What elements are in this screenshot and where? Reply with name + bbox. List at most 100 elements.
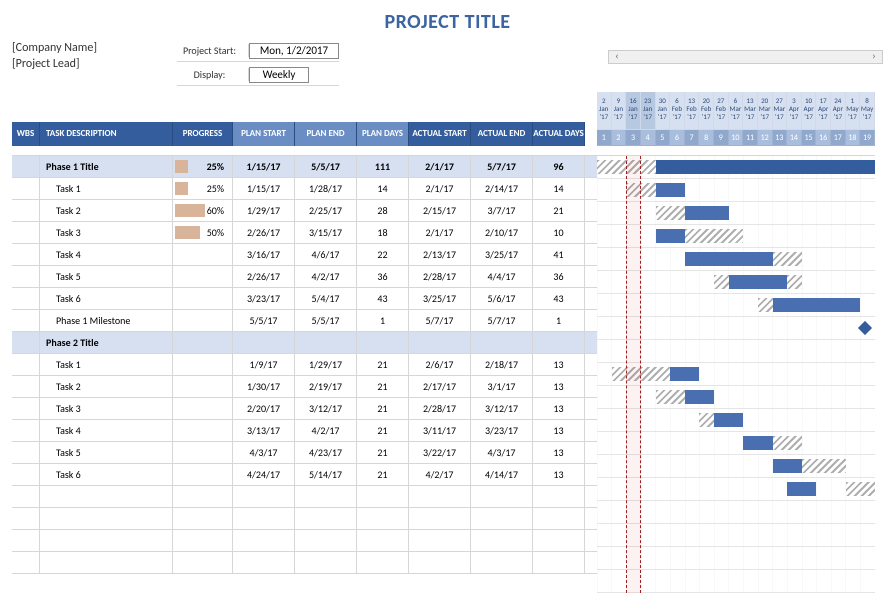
display-select[interactable]: Weekly (249, 67, 309, 83)
date-header-cell: 17Apr'17 (816, 92, 831, 130)
col-actual-days: ACTUAL DAYS (533, 122, 585, 146)
project-start-input[interactable]: Mon, 1/2/2017 (249, 43, 339, 59)
week-header-cell: 14 (787, 130, 802, 146)
gantt-bar[interactable] (656, 160, 875, 174)
col-desc: TASK DESCRIPTION (40, 122, 173, 146)
cell: Task 6 (40, 464, 173, 485)
task-row[interactable]: Task 21/30/172/19/17212/17/173/1/1713 (12, 376, 597, 398)
gantt-plan-hatch (758, 298, 773, 312)
cell (12, 332, 40, 353)
phase-row[interactable]: Phase 2 Title (12, 332, 597, 354)
gantt-bar[interactable] (773, 298, 861, 312)
task-row[interactable]: Task 32/20/173/12/17212/28/173/12/1713 (12, 398, 597, 420)
cell: Task 5 (40, 266, 173, 287)
phase-row[interactable]: Phase 1 Title25%1/15/175/5/171112/1/175/… (12, 156, 597, 178)
top-meta: [Company Name] [Project Lead] Project St… (0, 40, 895, 92)
week-header-cell: 18 (846, 130, 861, 146)
cell: 4/23/17 (295, 442, 357, 463)
blank-row[interactable] (12, 486, 597, 508)
task-row[interactable]: Task 43/16/174/6/17222/13/173/25/1741 (12, 244, 597, 266)
cell: Task 4 (40, 420, 173, 441)
task-row[interactable]: Task 350%2/26/173/15/17182/1/172/10/1710 (12, 222, 597, 244)
task-row[interactable]: Task 54/3/174/23/17213/22/174/3/1713 (12, 442, 597, 464)
cell: Task 2 (40, 200, 173, 221)
cell: 5/14/17 (295, 464, 357, 485)
cell: 21 (357, 442, 409, 463)
col-plan-start: PLAN START (233, 122, 295, 146)
cell: 5/5/17 (295, 156, 357, 177)
gantt-bar[interactable] (685, 206, 729, 220)
gantt-bar[interactable] (773, 459, 802, 473)
date-header-cell: 13Mar'17 (743, 92, 758, 130)
gantt-bar[interactable] (743, 436, 772, 450)
cell: 21 (357, 464, 409, 485)
cell: Task 2 (40, 376, 173, 397)
gantt-bar[interactable] (729, 275, 788, 289)
cell: 3/22/17 (409, 442, 471, 463)
cell: 3/7/17 (471, 200, 533, 221)
cell: 25% (173, 178, 233, 199)
cell (357, 332, 409, 353)
cell: Task 3 (40, 222, 173, 243)
cell: 5/4/17 (295, 288, 357, 309)
gantt-bar[interactable] (714, 413, 743, 427)
blank-row[interactable] (12, 530, 597, 552)
col-plan-days: PLAN DAYS (357, 122, 409, 146)
date-header-cell: 30Jan'17 (656, 92, 671, 130)
cell: 21 (357, 398, 409, 419)
gantt-plan-hatch (773, 436, 802, 450)
col-plan-end: PLAN END (295, 122, 357, 146)
col-wbs: WBS (12, 122, 40, 146)
cell: 1/29/17 (295, 354, 357, 375)
table-header: WBS TASK DESCRIPTION PROGRESS PLAN START… (12, 122, 597, 146)
task-row[interactable]: Task 52/26/174/2/17362/28/174/4/1736 (12, 266, 597, 288)
task-row[interactable]: Task 63/23/175/4/17433/25/175/6/1743 (12, 288, 597, 310)
cell: 36 (533, 266, 585, 287)
gantt-plan-hatch (846, 482, 875, 496)
cell: 4/6/17 (295, 244, 357, 265)
cell: 1 (357, 310, 409, 331)
cell (173, 332, 233, 353)
timeline-scrollbar[interactable]: ‹ › (608, 50, 883, 64)
cell: 2/15/17 (409, 200, 471, 221)
date-header-cell: 20Feb'17 (699, 92, 714, 130)
week-header-cell: 16 (816, 130, 831, 146)
scroll-right-icon[interactable]: › (868, 51, 880, 63)
gantt-bar[interactable] (685, 252, 773, 266)
col-actual-start: ACTUAL START (409, 122, 471, 146)
task-row[interactable]: Task 43/13/174/2/17213/11/173/23/1713 (12, 420, 597, 442)
cell: 13 (533, 464, 585, 485)
cell (12, 222, 40, 243)
gantt-plan-hatch (802, 459, 846, 473)
gantt-bar[interactable] (685, 390, 714, 404)
gantt-bar[interactable] (656, 229, 685, 243)
blank-row[interactable] (12, 552, 597, 574)
gantt-bar[interactable] (787, 482, 816, 496)
date-header-cell: 13Feb'17 (685, 92, 700, 130)
cell: 2/17/17 (409, 376, 471, 397)
gantt-bar[interactable] (670, 367, 699, 381)
cell: 2/28/17 (409, 266, 471, 287)
cell: 4/3/17 (471, 442, 533, 463)
task-row[interactable]: Task 260%1/29/172/25/17282/15/173/7/1721 (12, 200, 597, 222)
cell: 3/1/17 (471, 376, 533, 397)
cell (12, 244, 40, 265)
gantt-plan-hatch (656, 206, 685, 220)
task-row[interactable]: Phase 1 Milestone5/5/175/5/1715/7/175/7/… (12, 310, 597, 332)
gantt-bar[interactable] (656, 183, 685, 197)
week-header-cell: 10 (729, 130, 744, 146)
cell: 22 (357, 244, 409, 265)
cell (12, 200, 40, 221)
scroll-left-icon[interactable]: ‹ (611, 51, 623, 63)
task-row[interactable]: Task 11/9/171/29/17212/6/172/18/1713 (12, 354, 597, 376)
cell (533, 332, 585, 353)
cell: 2/1/17 (409, 156, 471, 177)
cell: 2/26/17 (233, 266, 295, 287)
cell (173, 376, 233, 397)
task-row[interactable]: Task 125%1/15/171/28/17142/1/172/14/1714 (12, 178, 597, 200)
today-marker (626, 156, 641, 593)
cell: 2/25/17 (295, 200, 357, 221)
blank-row[interactable] (12, 508, 597, 530)
task-row[interactable]: Task 64/24/175/14/17214/2/174/14/1713 (12, 464, 597, 486)
cell (471, 332, 533, 353)
